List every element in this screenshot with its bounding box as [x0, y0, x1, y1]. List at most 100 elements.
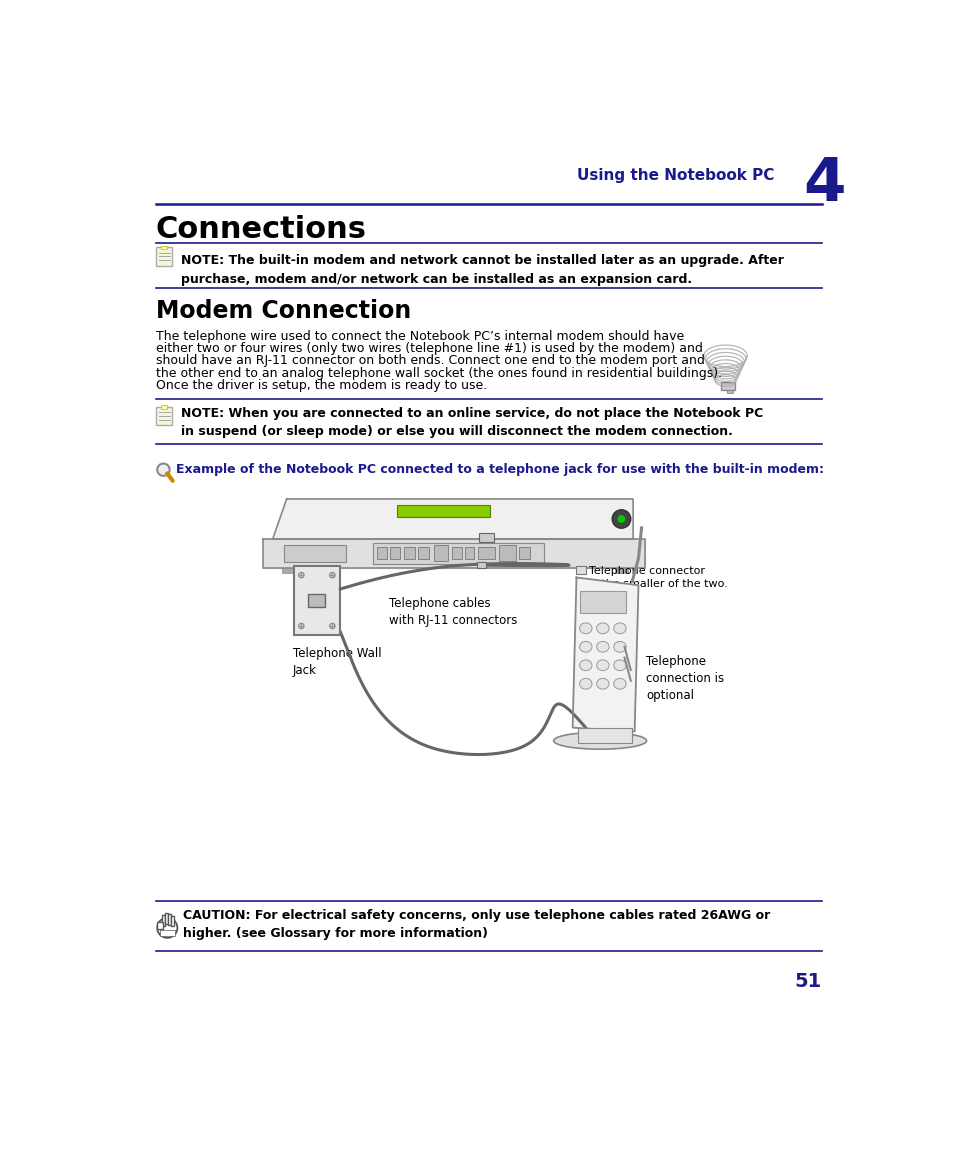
Circle shape — [282, 559, 284, 561]
Text: Telephone
connection is
optional: Telephone connection is optional — [645, 655, 723, 701]
Circle shape — [157, 918, 177, 938]
Text: The telephone wire used to connect the Notebook PC’s internal modem should have: The telephone wire used to connect the N… — [155, 329, 683, 343]
Bar — [396, 505, 489, 517]
Circle shape — [330, 573, 335, 578]
Bar — [720, 382, 734, 390]
Bar — [579, 591, 625, 613]
Text: Once the driver is setup, the modem is ready to use.: Once the driver is setup, the modem is r… — [155, 379, 486, 392]
Circle shape — [287, 541, 289, 543]
Circle shape — [268, 547, 271, 550]
Circle shape — [277, 553, 280, 556]
Bar — [161, 405, 167, 409]
Bar — [156, 407, 172, 425]
Circle shape — [277, 541, 280, 543]
Bar — [434, 545, 447, 560]
Bar — [498, 545, 516, 560]
Ellipse shape — [613, 660, 625, 671]
Ellipse shape — [579, 660, 592, 671]
Circle shape — [277, 559, 280, 561]
Ellipse shape — [613, 678, 625, 690]
Text: 4: 4 — [802, 155, 845, 215]
Bar — [578, 728, 632, 743]
Bar — [576, 566, 585, 574]
Bar — [464, 546, 474, 559]
Text: Connections: Connections — [155, 215, 366, 244]
Circle shape — [268, 553, 271, 556]
Circle shape — [298, 624, 304, 628]
Bar — [162, 915, 165, 925]
Circle shape — [292, 553, 294, 556]
Text: 51: 51 — [794, 973, 821, 991]
Ellipse shape — [596, 660, 608, 671]
Bar — [168, 914, 171, 925]
Polygon shape — [263, 539, 644, 568]
Text: Using the Notebook PC: Using the Notebook PC — [577, 169, 773, 182]
Ellipse shape — [596, 641, 608, 653]
Circle shape — [277, 547, 280, 550]
Ellipse shape — [596, 623, 608, 634]
Bar — [165, 914, 168, 924]
Text: Modem Connection: Modem Connection — [155, 299, 411, 323]
Bar — [156, 247, 172, 266]
Bar — [404, 546, 415, 559]
Bar — [284, 545, 346, 562]
Circle shape — [292, 547, 294, 550]
Text: CAUTION: For electrical safety concerns, only use telephone cables rated 26AWG o: CAUTION: For electrical safety concerns,… — [183, 909, 769, 940]
Bar — [726, 390, 732, 393]
Bar — [476, 562, 485, 568]
Ellipse shape — [553, 732, 646, 750]
Bar — [159, 930, 174, 937]
Circle shape — [282, 547, 284, 550]
Text: the other end to an analog telephone wall socket (the ones found in residential : the other end to an analog telephone wal… — [155, 366, 721, 380]
Circle shape — [287, 553, 289, 556]
Circle shape — [292, 541, 294, 543]
Polygon shape — [273, 499, 633, 539]
Circle shape — [330, 624, 335, 628]
Text: Telephone connector
is the smaller of the two.: Telephone connector is the smaller of th… — [588, 566, 727, 589]
Circle shape — [273, 559, 275, 561]
Bar — [390, 546, 399, 559]
Ellipse shape — [579, 623, 592, 634]
Circle shape — [264, 559, 266, 561]
Circle shape — [273, 541, 275, 543]
Bar — [477, 546, 495, 559]
Circle shape — [268, 559, 271, 561]
Ellipse shape — [596, 678, 608, 690]
Bar — [294, 566, 340, 635]
Text: NOTE: When you are connected to an online service, do not place the Notebook PC
: NOTE: When you are connected to an onlin… — [181, 407, 762, 438]
Circle shape — [612, 509, 630, 528]
Polygon shape — [572, 578, 638, 731]
Bar — [308, 595, 325, 606]
Bar — [518, 546, 530, 559]
Circle shape — [264, 547, 266, 550]
Circle shape — [287, 559, 289, 561]
Bar — [418, 546, 429, 559]
Bar — [171, 916, 174, 925]
Ellipse shape — [579, 678, 592, 690]
Circle shape — [273, 547, 275, 550]
Text: Example of the Notebook PC connected to a telephone jack for use with the built-: Example of the Notebook PC connected to … — [175, 463, 823, 476]
Ellipse shape — [613, 641, 625, 653]
Text: NOTE: The built-in modem and network cannot be installed later as an upgrade. Af: NOTE: The built-in modem and network can… — [181, 254, 783, 285]
Text: either two or four wires (only two wires (telephone line #1) is used by the mode: either two or four wires (only two wires… — [155, 342, 701, 355]
Circle shape — [282, 553, 284, 556]
Circle shape — [292, 559, 294, 561]
Text: Telephone Wall
Jack: Telephone Wall Jack — [293, 647, 381, 677]
Circle shape — [617, 515, 624, 523]
Bar — [452, 546, 461, 559]
Bar — [377, 546, 386, 559]
Circle shape — [264, 553, 266, 556]
Ellipse shape — [579, 641, 592, 653]
Ellipse shape — [613, 623, 625, 634]
Circle shape — [264, 541, 266, 543]
Circle shape — [287, 547, 289, 550]
Circle shape — [298, 573, 304, 578]
Bar — [157, 922, 162, 930]
Text: should have an RJ-11 connector on both ends. Connect one end to the modem port a: should have an RJ-11 connector on both e… — [155, 355, 704, 367]
Circle shape — [157, 463, 170, 476]
Bar — [161, 246, 167, 249]
Bar — [615, 568, 627, 573]
Circle shape — [282, 541, 284, 543]
Bar — [373, 543, 543, 565]
Text: Telephone cables
with RJ-11 connectors: Telephone cables with RJ-11 connectors — [389, 597, 517, 627]
